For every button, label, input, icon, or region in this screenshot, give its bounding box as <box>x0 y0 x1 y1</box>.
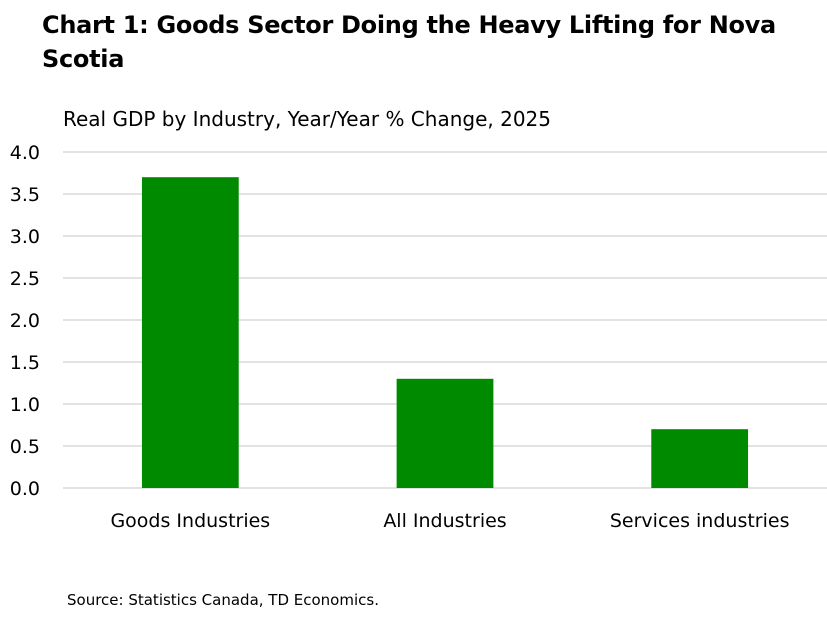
y-tick-label: 2.5 <box>10 268 40 290</box>
y-tick-label: 3.0 <box>10 226 40 248</box>
chart-title: Chart 1: Goods Sector Doing the Heavy Li… <box>42 11 776 73</box>
bar-services-industries <box>651 429 749 488</box>
y-tick-label: 0.0 <box>10 478 40 500</box>
x-tick-label: Services industries <box>610 510 790 532</box>
bar-goods-industries <box>141 177 239 488</box>
y-tick-label: 1.0 <box>10 394 40 416</box>
x-tick-label: All Industries <box>383 510 506 532</box>
y-tick-label: 1.5 <box>10 352 40 374</box>
source-note: Source: Statistics Canada, TD Economics. <box>67 591 379 609</box>
y-tick-label: 2.0 <box>10 310 40 332</box>
y-tick-label: 3.5 <box>10 184 40 206</box>
y-tick-label: 4.0 <box>10 142 40 164</box>
y-tick-label: 0.5 <box>10 436 40 458</box>
chart-subtitle: Real GDP by Industry, Year/Year % Change… <box>63 107 551 131</box>
bar-all-industries <box>396 378 494 488</box>
x-tick-label: Goods Industries <box>110 510 270 532</box>
